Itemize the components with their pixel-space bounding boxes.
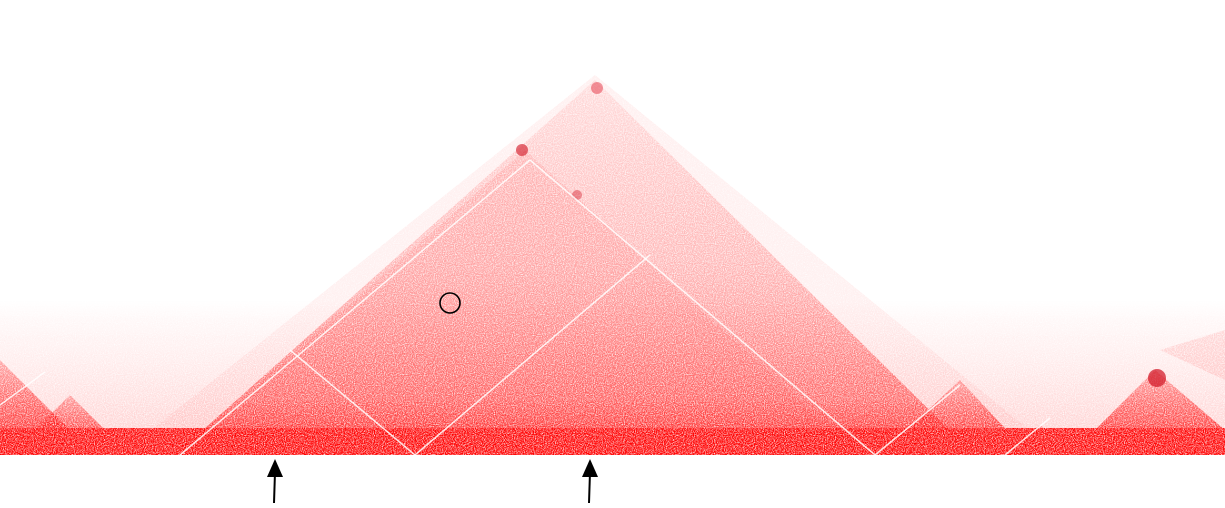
loop-dot bbox=[516, 144, 528, 156]
loop-dot bbox=[591, 82, 603, 94]
arrow-head bbox=[267, 459, 283, 477]
arrow-head bbox=[582, 459, 598, 477]
page bbox=[0, 0, 1225, 508]
heatmap bbox=[0, 75, 1225, 455]
loop-dot bbox=[1148, 369, 1166, 387]
arrows bbox=[267, 459, 598, 503]
contact-map-figure bbox=[0, 0, 1225, 508]
loop-dot bbox=[572, 190, 582, 200]
